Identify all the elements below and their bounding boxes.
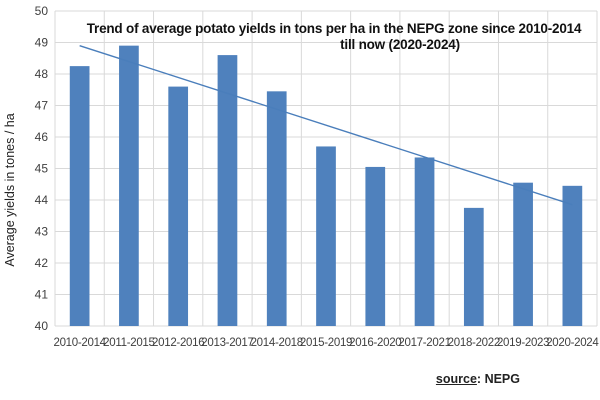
bar-2013-2017	[217, 55, 238, 326]
y-tick-label: 50	[35, 4, 49, 18]
bar-2016-2020	[365, 166, 386, 326]
bar-2017-2021	[414, 157, 435, 326]
bar-2015-2019	[316, 146, 336, 326]
y-axis-ticks: 40 41 42 43 44 45 46 47 48 49 50	[35, 4, 49, 333]
y-tick-label: 40	[35, 319, 49, 333]
bar-2020-2024	[562, 185, 583, 326]
y-tick-label: 45	[35, 162, 49, 176]
source-label: source	[435, 372, 477, 386]
x-tick-label: 2014-2018	[251, 337, 303, 349]
bars	[69, 45, 583, 327]
gridlines	[54, 10, 598, 327]
y-tick-label: 43	[35, 225, 49, 239]
chart-title-line1: Trend of average potato yields in tons p…	[87, 21, 582, 36]
y-tick-label: 49	[35, 36, 49, 50]
source-note: source: NEPG	[436, 372, 520, 386]
x-axis-ticks: 2010-20142011-20152012-20162013-20172014…	[53, 337, 599, 349]
x-tick-label: 2010-2014	[53, 337, 106, 349]
x-tick-label: 2012-2016	[152, 337, 204, 349]
x-tick-label: 2015-2019	[300, 337, 352, 349]
bar-2012-2016	[168, 86, 189, 326]
y-axis-label: Average yields in tones / ha	[3, 113, 17, 266]
x-tick-label: 2011-2015	[103, 337, 154, 349]
y-tick-label: 48	[35, 67, 49, 81]
x-tick-label: 2018-2022	[448, 337, 500, 349]
bar-2018-2022	[463, 207, 484, 326]
bar-2011-2015	[119, 45, 139, 327]
x-tick-label: 2017-2021	[398, 337, 450, 349]
source-value: NEPG	[481, 372, 520, 386]
x-tick-label: 2020-2024	[546, 337, 599, 349]
bar-2010-2014	[69, 66, 90, 326]
y-tick-label: 41	[35, 288, 49, 302]
x-tick-label: 2016-2020	[349, 337, 401, 349]
trendline	[79, 44, 573, 206]
bar-2014-2018	[266, 91, 287, 326]
chart-title-line2: till now (2020-2024)	[340, 37, 460, 52]
x-tick-label: 2013-2017	[201, 337, 253, 349]
y-tick-label: 46	[35, 130, 49, 144]
source-separator: :	[476, 372, 482, 386]
bar-2019-2023	[513, 182, 533, 326]
y-tick-label: 42	[35, 256, 49, 270]
y-tick-label: 47	[35, 99, 49, 113]
y-tick-label: 44	[35, 193, 49, 207]
x-tick-label: 2019-2023	[497, 337, 549, 349]
